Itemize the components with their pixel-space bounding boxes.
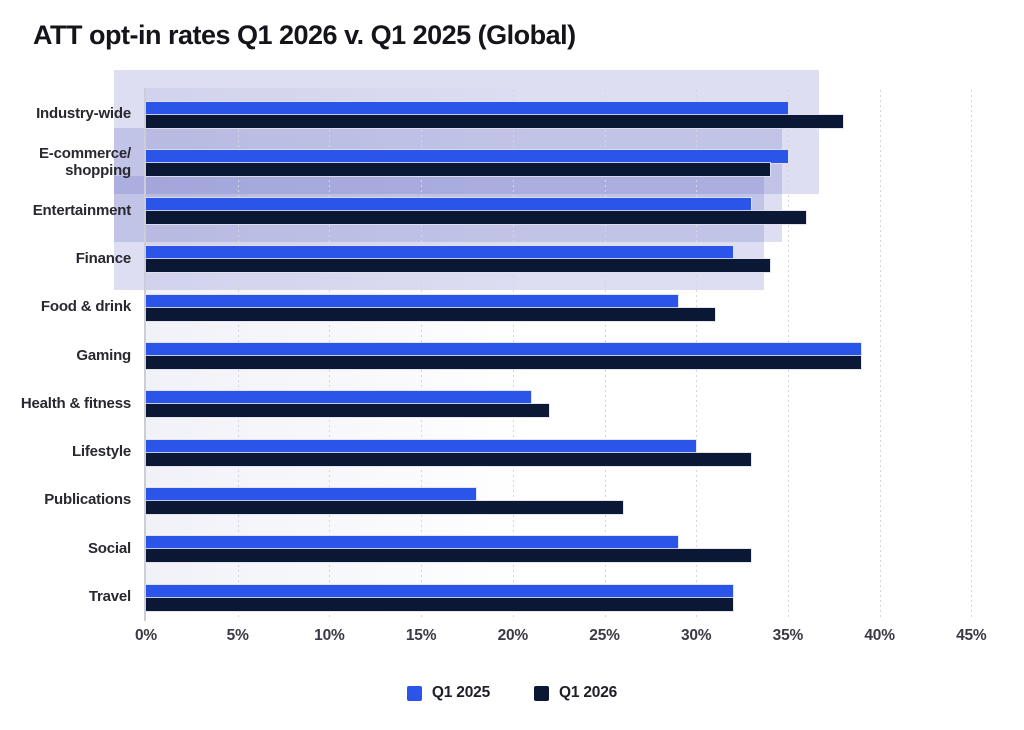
bar-q1-2026-row0[interactable]	[146, 114, 843, 128]
plot-area	[146, 88, 990, 618]
bar-q1-2026-row4[interactable]	[146, 307, 715, 321]
bar-q1-2026-row5[interactable]	[146, 356, 862, 369]
bar-q1-2025-row4[interactable]	[146, 294, 678, 308]
x-tick-label-15: 15%	[405, 627, 437, 644]
legend-swatch-q1-2026-icon	[534, 685, 549, 701]
bar-q1-2026-row7[interactable]	[146, 452, 752, 466]
legend-label-q1-2026: Q1 2026	[559, 684, 618, 701]
bar-q1-2025-row10[interactable]	[146, 584, 733, 598]
category-label: Gaming	[76, 346, 131, 364]
x-tick-label-0: 0%	[134, 627, 158, 644]
category-label: Food & drink	[40, 298, 131, 316]
legend-swatch-q1-2025-icon	[406, 685, 422, 701]
category-label: Health & fitness	[20, 394, 131, 412]
legend-label-q1-2025: Q1 2025	[431, 684, 490, 701]
gridline-40	[879, 90, 881, 618]
chart-legend: Q1 2025 Q1 2026	[0, 684, 1024, 702]
category-label: Publications	[44, 491, 131, 509]
legend-item-q1-2025[interactable]: Q1 2025	[406, 684, 490, 702]
legend-item-q1-2026[interactable]: Q1 2026	[534, 684, 617, 702]
category-label: Social	[88, 539, 131, 557]
bar-q1-2026-row2[interactable]	[146, 211, 807, 225]
bar-q1-2026-row6[interactable]	[146, 404, 550, 418]
bar-q1-2026-row3[interactable]	[146, 259, 770, 273]
x-tick-label-10: 10%	[314, 627, 345, 644]
bar-q1-2025-row8[interactable]	[146, 487, 477, 501]
bar-q1-2025-row0[interactable]	[146, 101, 788, 115]
bar-q1-2026-row9[interactable]	[146, 549, 752, 563]
bar-q1-2026-row8[interactable]	[146, 500, 623, 514]
category-label: Finance	[75, 249, 131, 267]
category-label: Entertainment	[32, 201, 131, 219]
bar-q1-2025-row9[interactable]	[146, 536, 678, 550]
bar-q1-2025-row7[interactable]	[146, 439, 697, 453]
chart-title: ATT opt-in rates Q1 2026 v. Q1 2025 (Glo…	[33, 20, 576, 50]
bar-q1-2025-row3[interactable]	[146, 246, 733, 260]
category-label: Travel	[88, 588, 131, 606]
x-tick-label-35: 35%	[772, 627, 804, 644]
bar-q1-2025-row1[interactable]	[146, 149, 788, 163]
y-axis-line	[144, 88, 146, 621]
x-tick-label-20: 20%	[497, 627, 529, 644]
category-axis: Industry-wide E-commerce/ shopping Enterta…	[0, 0, 131, 730]
bar-q1-2025-row6[interactable]	[146, 391, 532, 405]
category-label: E-commerce/ shopping	[38, 145, 131, 179]
x-tick-label-5: 5%	[226, 627, 249, 644]
x-tick-label-25: 25%	[589, 627, 620, 644]
x-tick-label-30: 30%	[680, 627, 712, 644]
x-axis: 0% 5% 10% 15% 20% 25% 30% 35% 40% 45%	[0, 627, 1024, 649]
x-tick-label-45: 45%	[956, 627, 987, 644]
bar-q1-2025-row2[interactable]	[146, 198, 752, 212]
x-tick-label-40: 40%	[864, 627, 895, 644]
category-label: Industry-wide	[36, 105, 131, 123]
gridline-45	[971, 90, 973, 618]
category-label: Lifestyle	[71, 443, 131, 461]
bar-q1-2026-row1[interactable]	[146, 162, 770, 176]
bar-q1-2026-row10[interactable]	[146, 597, 733, 611]
bar-q1-2025-row5[interactable]	[146, 343, 862, 356]
